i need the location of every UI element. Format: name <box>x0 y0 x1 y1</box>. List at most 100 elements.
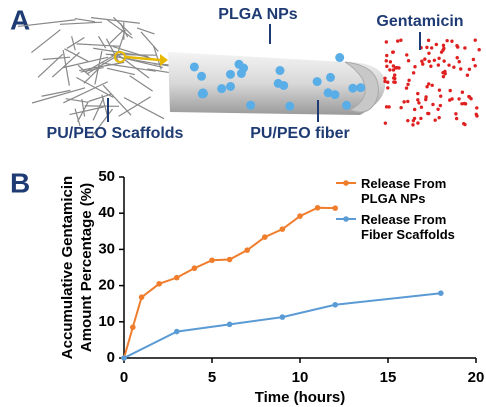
drug-dot <box>384 105 389 109</box>
drug-dot <box>437 115 441 120</box>
drug-dot <box>437 88 442 92</box>
drug-dot <box>391 68 396 72</box>
bead <box>356 83 366 93</box>
data-point <box>332 301 339 308</box>
bead <box>225 69 235 79</box>
zoom-arrow <box>125 55 161 62</box>
data-point <box>314 204 321 211</box>
mesh-fiber <box>129 75 153 92</box>
drug-dot <box>441 74 446 79</box>
drug-dot <box>462 121 466 126</box>
drug-dot <box>426 38 431 43</box>
zoom-circle <box>114 51 126 63</box>
mesh-fiber <box>37 53 64 78</box>
series-line <box>123 292 441 359</box>
drug-dot <box>475 106 479 110</box>
data-point <box>262 234 268 240</box>
drug-dot <box>427 59 431 64</box>
mesh-fiber <box>64 48 89 62</box>
data-point <box>209 257 215 264</box>
drug-dot <box>413 65 417 69</box>
drug-dot <box>437 56 441 61</box>
mesh-fiber <box>31 29 61 54</box>
bead <box>285 101 295 111</box>
mesh-fiber <box>97 35 107 49</box>
data-point <box>297 213 303 219</box>
drug-dot <box>425 45 429 50</box>
mesh-fiber <box>105 38 120 63</box>
drug-dot <box>405 53 409 57</box>
drug-dot <box>391 50 395 54</box>
drug-dot <box>385 53 389 58</box>
drug-dot <box>392 80 396 84</box>
drug-dot <box>427 82 431 86</box>
legend: Release From PLGA NPs Release From Fiber … <box>335 176 475 248</box>
drug-dot <box>384 40 389 44</box>
drug-dot <box>387 105 391 109</box>
mesh-fiber <box>109 29 125 44</box>
mesh-fiber <box>41 89 71 97</box>
data-point <box>174 328 180 335</box>
data-point <box>191 265 198 272</box>
mesh-fiber <box>152 45 162 70</box>
drug-dot <box>407 78 411 83</box>
mesh-fiber <box>90 17 140 24</box>
drug-dot <box>429 46 434 50</box>
mesh-fiber <box>63 81 109 104</box>
bead <box>348 83 358 93</box>
drug-dot <box>471 57 476 62</box>
drug-dot <box>473 64 477 68</box>
y-tick-label: 30 <box>98 240 115 257</box>
drug-dot <box>460 90 465 94</box>
y-axis-title: Accumulative Gentamicin <box>59 176 76 359</box>
mesh-fiber <box>77 100 90 122</box>
drug-dot <box>462 101 467 106</box>
mesh-fiber <box>88 93 112 102</box>
bead <box>273 78 283 88</box>
drug-dot <box>417 101 421 105</box>
mesh-fiber <box>74 17 96 23</box>
legend-label: Release From PLGA NPs <box>361 176 447 206</box>
mesh-fiber <box>78 61 125 72</box>
drug-dot <box>448 88 452 93</box>
drug-dot <box>411 71 416 75</box>
y-tick-label: 0 <box>107 349 115 366</box>
bead <box>335 53 345 63</box>
x-tick-label: 10 <box>292 369 309 386</box>
mesh-fiber <box>59 21 103 25</box>
drug-dot <box>439 94 443 98</box>
mesh-fiber <box>31 87 86 104</box>
drug-dot <box>388 60 393 64</box>
data-point <box>130 324 136 331</box>
drug-dot <box>433 118 437 122</box>
mesh-fiber <box>102 84 132 116</box>
mesh-fiber <box>140 31 159 52</box>
drug-dot <box>442 59 446 63</box>
drug-dot <box>391 64 396 68</box>
mesh-fiber <box>83 66 101 84</box>
drug-dot <box>475 114 479 118</box>
drug-dot <box>416 121 420 125</box>
legend-label: Release From Fiber Scaffolds <box>361 212 455 242</box>
drug-dot <box>392 73 397 77</box>
mesh-fiber <box>76 43 121 47</box>
mesh-fiber <box>80 66 104 73</box>
legend-dot <box>343 216 349 222</box>
drug-dot <box>419 105 424 109</box>
scaffold-mesh <box>17 16 190 139</box>
data-point <box>332 205 339 211</box>
mesh-fiber <box>74 108 81 127</box>
x-axis-title: Time (hours) <box>255 389 346 406</box>
drug-dot <box>447 63 451 67</box>
drug-dot <box>424 97 428 102</box>
drug-dot <box>430 83 434 87</box>
gentamicin-dots <box>383 38 481 127</box>
drug-dot <box>431 102 435 107</box>
panel-label: A <box>10 4 30 35</box>
drug-dot <box>386 86 390 90</box>
mesh-fiber <box>71 36 76 51</box>
drug-dot <box>427 111 431 116</box>
drug-dot <box>450 97 454 101</box>
